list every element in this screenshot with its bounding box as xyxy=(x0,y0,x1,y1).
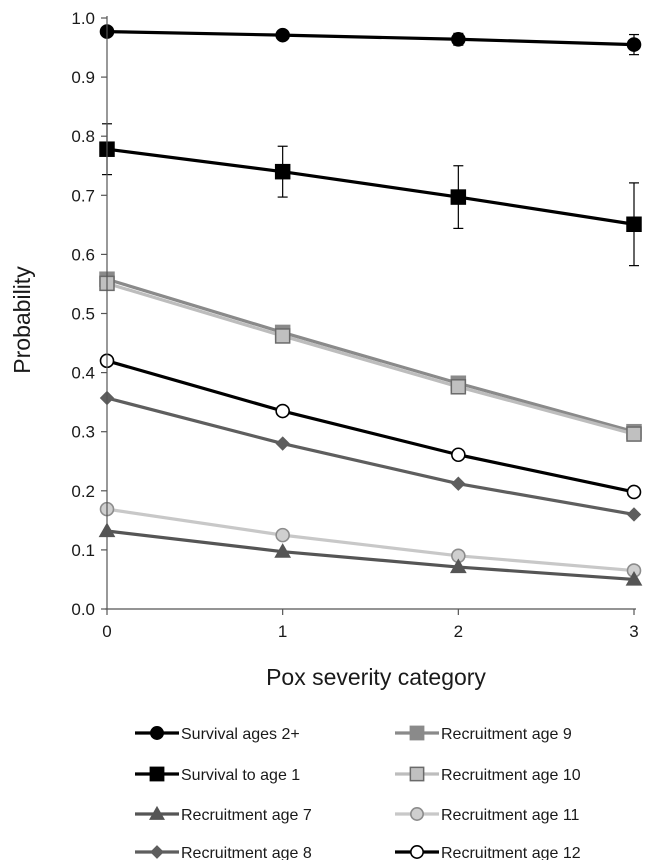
series-line xyxy=(106,281,635,436)
legend: Survival ages 2+ Survival to age 1 Recruit… xyxy=(135,725,581,860)
y-tick-label: 0.3 xyxy=(71,423,95,442)
legend-item: Recruitment age 10 xyxy=(395,766,581,784)
data-point xyxy=(450,189,467,205)
data-point xyxy=(410,845,424,859)
data-point xyxy=(626,37,642,52)
legend-label: Recruitment age 7 xyxy=(181,807,312,824)
data-point xyxy=(274,163,291,180)
legend-label: Recruitment age 10 xyxy=(441,767,581,784)
x-tick-label: 0 xyxy=(102,622,111,641)
y-tick-label: 0.0 xyxy=(71,600,95,619)
y-tick-label: 0.1 xyxy=(71,541,95,560)
data-point xyxy=(274,543,292,558)
legend-label: Recruitment age 11 xyxy=(441,807,580,824)
legend-item: Survival ages 2+ xyxy=(135,726,300,743)
series-line xyxy=(106,529,635,582)
y-tick-label: 0.6 xyxy=(71,245,95,264)
data-point xyxy=(275,527,290,543)
legend-item: Recruitment age 9 xyxy=(395,725,572,743)
data-point xyxy=(451,31,466,47)
series-line xyxy=(106,396,635,517)
legend-label: Recruitment age 12 xyxy=(441,845,581,860)
data-point xyxy=(275,436,290,451)
legend-label: Recruitment age 9 xyxy=(441,726,572,743)
y-tick-label: 0.9 xyxy=(71,68,95,87)
data-point xyxy=(451,476,466,491)
data-point xyxy=(149,805,165,820)
data-point xyxy=(275,403,290,419)
data-point xyxy=(409,766,425,782)
series-line xyxy=(106,147,635,226)
data-point xyxy=(410,807,424,821)
legend-item: Recruitment age 12 xyxy=(395,845,581,860)
legend-label: Survival ages 2+ xyxy=(181,726,300,743)
series-survival-to-age-1 xyxy=(99,123,642,267)
data-point xyxy=(150,726,164,740)
series-line xyxy=(106,29,635,47)
series-recruitment-age-8 xyxy=(99,390,642,522)
data-point xyxy=(149,766,165,782)
x-tick-label: 2 xyxy=(454,622,463,641)
x-tick-label: 3 xyxy=(629,622,638,641)
y-tick-label: 1.0 xyxy=(71,9,95,28)
legend-item: Survival to age 1 xyxy=(135,766,300,784)
legend-item: Recruitment age 11 xyxy=(395,807,580,824)
data-point xyxy=(409,725,425,741)
y-tick-label: 0.7 xyxy=(71,186,95,205)
series-survival-ages-2- xyxy=(99,24,642,56)
data-point xyxy=(274,328,291,344)
series-recruitment-age-7 xyxy=(98,522,643,586)
data-point xyxy=(450,379,467,395)
series-line xyxy=(106,277,635,434)
data-point xyxy=(626,484,642,500)
data-point xyxy=(625,570,643,586)
y-axis-title: Probability xyxy=(9,266,35,374)
legend-item: Recruitment age 8 xyxy=(135,845,312,860)
plot-area xyxy=(98,24,643,586)
legend-label: Recruitment age 8 xyxy=(181,845,312,860)
data-point xyxy=(626,216,642,233)
legend-item: Recruitment age 7 xyxy=(135,805,312,824)
y-tick-label: 0.8 xyxy=(71,127,95,146)
data-point xyxy=(626,426,642,442)
series-line xyxy=(106,359,635,494)
x-axis-title: Pox severity category xyxy=(266,664,486,690)
series-line xyxy=(106,507,635,573)
data-point xyxy=(626,507,642,522)
x-tick-label: 1 xyxy=(278,622,287,641)
data-point xyxy=(449,558,467,574)
legend-label: Survival to age 1 xyxy=(181,767,300,784)
data-point xyxy=(150,845,164,859)
y-tick-label: 0.4 xyxy=(71,364,95,383)
series-recruitment-age-11 xyxy=(99,501,642,578)
data-point xyxy=(275,27,290,43)
series-recruitment-age-12 xyxy=(99,353,642,500)
y-tick-label: 0.2 xyxy=(71,482,95,501)
y-tick-label: 0.5 xyxy=(71,305,95,324)
data-point xyxy=(451,447,466,463)
axes: 0.0 0.1 0.2 0.3 0.4 0.5 0.6 0.7 0.8 0.9 1.0 0 1 2 3 xyxy=(71,9,638,641)
